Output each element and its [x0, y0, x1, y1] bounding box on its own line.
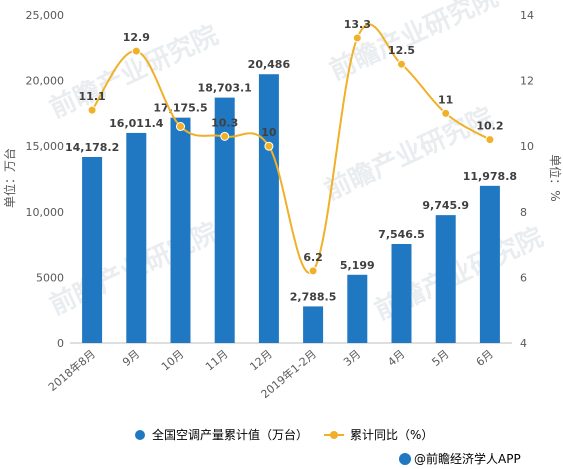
- y2-axis-title-text: 单位：%: [548, 154, 563, 201]
- bar-data-label: 16,011.4: [109, 117, 164, 130]
- line-data-label: 13.3: [344, 18, 371, 31]
- bar: [435, 215, 456, 343]
- y2-tick-label: 4: [520, 337, 527, 350]
- bar-data-label: 7,546.5: [378, 228, 425, 241]
- y2-axis-title: 单位：%: [548, 154, 563, 201]
- watermark-text: 前瞻产业研究院: [320, 101, 498, 206]
- bars: [82, 74, 500, 343]
- line-data-label: 12.9: [123, 31, 150, 44]
- line-data-label: 10.3: [211, 116, 238, 129]
- bar: [170, 117, 191, 343]
- bar: [214, 97, 235, 343]
- line-point: [220, 131, 230, 141]
- line-data-label: 11.1: [79, 90, 106, 103]
- x-tick-label: 10月: [159, 347, 187, 373]
- y2-tick-label: 10: [520, 140, 534, 153]
- x-tick-label: 5月: [429, 347, 451, 369]
- legend-line-marker: [330, 431, 338, 439]
- line-point: [176, 122, 185, 132]
- bar-data-label: 20,486: [248, 58, 291, 71]
- x-tick-label: 6月: [474, 347, 496, 369]
- y2-tick-label: 8: [520, 206, 527, 219]
- bar: [347, 274, 368, 343]
- bar: [258, 74, 279, 343]
- source: @前瞻经济学人APP: [399, 451, 521, 466]
- line-point: [131, 46, 141, 56]
- bar-data-label: 9,745.9: [422, 199, 469, 212]
- x-tick-label: 3月: [341, 347, 363, 369]
- x-tick-label: 4月: [385, 347, 407, 369]
- y-tick-label: 25,000: [26, 9, 65, 22]
- line-data-label: 10.2: [476, 120, 503, 133]
- x-tick-label: 11月: [203, 347, 231, 373]
- line-point: [441, 108, 451, 118]
- line-data-label: 11: [438, 93, 453, 106]
- bar: [126, 132, 147, 343]
- source-logo-icon: [399, 453, 411, 465]
- bar: [391, 243, 412, 343]
- y2-tick-label: 12: [520, 75, 534, 88]
- bar: [303, 306, 324, 343]
- legend-bar-label: 全国空调产量累计值（万台）: [152, 427, 308, 442]
- y-tick-label: 20,000: [26, 75, 65, 88]
- line-point: [485, 135, 495, 145]
- legend: 全国空调产量累计值（万台） 累计同比（%）: [135, 427, 433, 442]
- y-tick-label: 5000: [36, 271, 64, 284]
- y2-tick-label: 14: [520, 9, 534, 22]
- legend-line-label: 累计同比（%）: [350, 428, 433, 442]
- x-tick-label: 9月: [120, 347, 142, 369]
- bar-data-label: 11,978.8: [463, 170, 517, 183]
- bar-data-label: 17,175.5: [153, 102, 207, 115]
- x-tick-label: 12月: [247, 347, 275, 373]
- y-axis-title-text: 单位：万台: [2, 148, 17, 208]
- bar: [479, 185, 500, 343]
- line-data-label: 10: [261, 126, 277, 139]
- x-tick-label: 2018年8月: [45, 347, 98, 394]
- line-data-label: 6.2: [303, 251, 323, 264]
- y-ticks: 0 5000 10,000 15,000 20,000 25,000: [26, 9, 65, 350]
- line-point: [264, 141, 274, 151]
- bar-data-label: 18,703.1: [198, 82, 252, 95]
- line-layer: [87, 23, 495, 276]
- y2-tick-label: 6: [520, 271, 527, 284]
- y-tick-label: 0: [57, 337, 64, 350]
- line-point: [87, 105, 97, 115]
- y-tick-label: 10,000: [26, 206, 65, 219]
- bar-data-label: 5,199: [340, 259, 375, 272]
- legend-bar-swatch: [135, 430, 145, 440]
- line-labels: 11.1 12.9 10.3 10 6.2 13.3 12.5 11 10.2: [79, 18, 504, 264]
- line-data-label: 12.5: [388, 44, 415, 57]
- watermark-text: 前瞻产业研究院: [325, 0, 503, 86]
- line-point: [308, 266, 318, 276]
- line-point: [352, 33, 362, 43]
- source-text: @前瞻经济学人APP: [414, 451, 521, 466]
- y-tick-label: 15,000: [26, 140, 65, 153]
- bar-data-label: 14,178.2: [65, 141, 119, 154]
- y-axis-title: 单位：万台: [2, 148, 17, 208]
- bar-labels: 14,178.2 16,011.4 17,175.5 18,703.1 20,486 2,…: [65, 58, 517, 303]
- bar: [82, 156, 103, 343]
- line-series-path: [91, 23, 491, 274]
- bar-data-label: 2,788.5: [290, 290, 337, 303]
- line-point: [397, 59, 406, 69]
- y2-ticks: 4 6 8 10 12 14: [520, 9, 534, 350]
- watermarks: 前瞻产业研究院前瞻产业研究院前瞻产业研究院前瞻产业研究院前瞻产业研究院: [45, 0, 548, 326]
